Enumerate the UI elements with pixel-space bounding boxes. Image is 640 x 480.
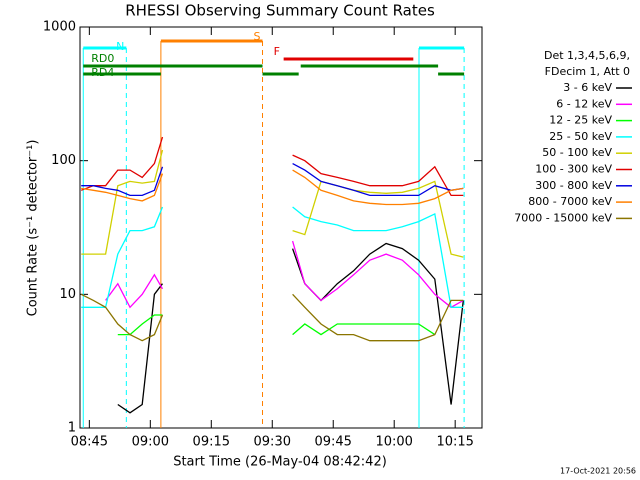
series-line	[292, 163, 464, 197]
flag-label: N	[116, 40, 124, 53]
x-tick-label: 09:30	[254, 435, 291, 450]
legend-label: 7000 - 15000 keV	[514, 211, 612, 224]
series-line	[81, 206, 164, 308]
legend-label: 300 - 800 keV	[535, 179, 612, 192]
x-tick-label: 10:00	[375, 435, 412, 450]
series-line	[292, 154, 464, 197]
series-line	[292, 180, 464, 258]
series-line	[117, 314, 163, 336]
legend-label: 100 - 300 keV	[535, 163, 612, 176]
y-tick-label: 1000	[43, 20, 76, 35]
x-tick-label: 09:00	[132, 435, 169, 450]
series-line	[292, 323, 436, 336]
flag-label: RD0	[91, 52, 114, 65]
x-tick-label: 09:45	[314, 435, 351, 450]
series-line	[292, 169, 464, 206]
series-line	[291, 240, 464, 309]
legend-label: 6 - 12 keV	[556, 97, 612, 110]
series-line	[292, 293, 464, 342]
x-tick-label: 08:45	[71, 435, 108, 450]
footer: 17-Oct-2021 20:56	[560, 467, 636, 476]
x-tick-label: 10:15	[436, 435, 473, 450]
legend-label: 25 - 50 keV	[549, 130, 612, 143]
legend-label: 50 - 100 keV	[542, 146, 612, 159]
legend-header: Det 1,3,4,5,6,9,	[544, 49, 630, 62]
y-axis-label: Count Rate (s⁻¹ detector⁻¹)	[26, 140, 41, 317]
chart-title: RHESSI Observing Summary Count Rates	[125, 2, 435, 20]
flag-label: F	[274, 45, 280, 58]
legend-label: 12 - 25 keV	[549, 114, 612, 127]
series-line	[81, 173, 164, 202]
x-tick-label: 09:15	[193, 435, 230, 450]
y-tick-label: 10	[59, 287, 76, 302]
x-axis-label: Start Time (26-May-04 08:42:42)	[173, 455, 387, 470]
series-line	[80, 293, 164, 342]
series-line	[81, 149, 164, 255]
series-line	[105, 273, 164, 309]
legend-header: FDecim 1, Att 0	[545, 65, 630, 78]
flag-label: S	[254, 30, 261, 43]
legend-label: 800 - 7000 keV	[528, 195, 612, 208]
y-tick-label: 100	[51, 153, 76, 168]
y-tick-label: 1	[68, 421, 76, 436]
series-line	[81, 166, 164, 197]
series-line	[292, 206, 464, 308]
plot-frame	[79, 26, 483, 429]
series-line	[117, 283, 164, 414]
flag-label: RD4	[91, 66, 114, 79]
legend-label: 3 - 6 keV	[563, 81, 612, 94]
